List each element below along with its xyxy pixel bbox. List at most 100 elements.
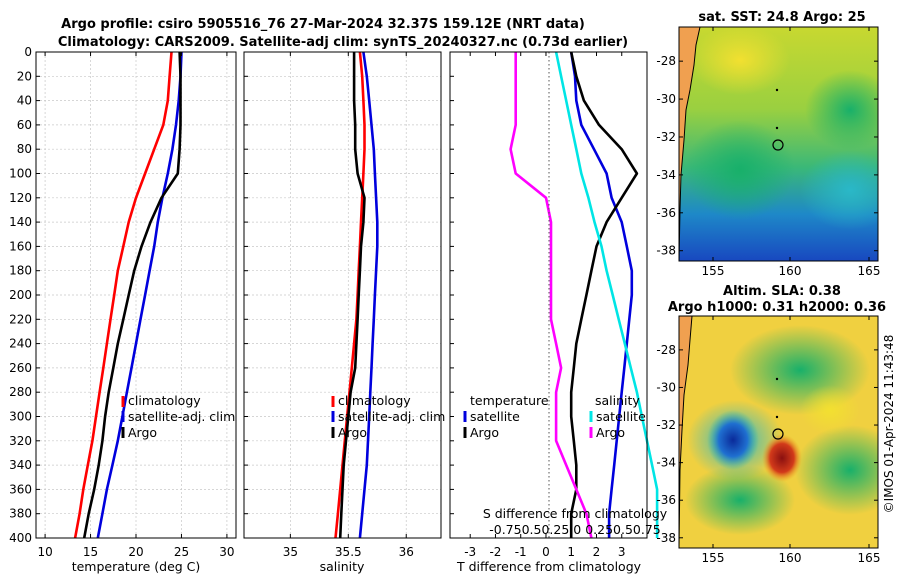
temperature-x-ticks: 10 15 20 25 30: [37, 52, 235, 559]
legend-label-satellite-adj: satellite-adj. clim: [128, 409, 235, 424]
map-lon-label: 165: [858, 264, 881, 278]
sst-map-title: sat. SST: 24.8 Argo: 25: [698, 10, 865, 25]
sla-warm-eddy: [762, 434, 802, 482]
y-tick-label: 100: [9, 167, 32, 181]
y-tick-label: 140: [9, 215, 32, 229]
sla-yellow-patch: [800, 385, 860, 435]
salinity-lines: [334, 51, 379, 539]
legend-label-argo: Argo: [338, 425, 367, 440]
map-lat-label: -38: [656, 531, 676, 545]
argo-position-marker: [772, 428, 784, 440]
y-tick-label: 400: [9, 531, 32, 545]
sst-map-frame: [678, 26, 879, 262]
legend-label-t-argo: Argo: [470, 425, 499, 440]
legend-label-climatology: climatology: [128, 393, 201, 408]
y-tick-label: 160: [9, 239, 32, 253]
y-tick-label: 320: [9, 434, 32, 448]
map-lon-label: 155: [702, 551, 725, 565]
y-tick-label: 240: [9, 337, 32, 351]
salinity-diff-legend: salinity satellite Argo: [589, 393, 646, 440]
sla-map: [679, 316, 878, 548]
map-lat-label: -28: [656, 54, 676, 68]
x-tick-label: 1: [567, 545, 575, 559]
x-tick-label: 3: [618, 545, 626, 559]
y-tick-label: 340: [9, 458, 32, 472]
copyright-stamp: ©IMOS 01-Apr-2024 11:43:48: [882, 335, 896, 514]
difference-lines: [509, 51, 659, 539]
legend-label-t-satellite: satellite: [470, 409, 520, 424]
land: [679, 316, 692, 548]
title-line-1: Argo profile: csiro 5905516_76 27-Mar-20…: [61, 17, 585, 32]
y-tick-label: 200: [9, 288, 32, 302]
map-lat-label: -36: [656, 206, 676, 220]
coastline: [679, 27, 701, 261]
map-lon-label: 160: [779, 264, 802, 278]
legend-heading-temperature: temperature: [470, 393, 549, 408]
x-tick-label: 35.5: [335, 545, 362, 559]
difference-top-x-ticks: -0.750.50.25 0 0.250.50.75: [489, 522, 661, 537]
series-line-temperature-argo: [569, 51, 639, 538]
x-tick-label: 0: [542, 545, 550, 559]
difference-x-ticks: -3 -2 -1 0 1 2 3: [450, 51, 626, 559]
series-line-satellite-adj-clim: [358, 51, 379, 539]
series-line-argo: [338, 52, 366, 539]
y-tick-label: 60: [17, 118, 32, 132]
y-tick-label: 380: [9, 507, 32, 521]
sst-map-ticks: 155 160 165 -28 -30 -32 -34 -36 -38: [656, 27, 880, 278]
x-tick-label: 36: [399, 545, 414, 559]
difference-x-label: T difference from climatology: [456, 559, 642, 574]
temperature-diff-legend: temperature satellite Argo: [463, 393, 549, 440]
legend-heading-salinity: salinity: [595, 393, 640, 408]
sla-map-frame: [678, 315, 879, 549]
y-tick-label: 180: [9, 264, 32, 278]
legend-label-climatology: climatology: [338, 393, 411, 408]
sst-cyan-patch: [800, 150, 878, 230]
sla-green-patch: [685, 465, 795, 535]
salinity-x-ticks: 35 35.5 36: [244, 51, 414, 559]
y-tick-label: 20: [17, 69, 32, 83]
legend-label-satellite-adj: satellite-adj. clim: [338, 409, 445, 424]
series-line-satellite-adj-clim: [96, 51, 183, 539]
legend-label-s-satellite: satellite: [596, 409, 646, 424]
sla-map-title-2: Argo h1000: 0.31 h2000: 0.36: [668, 300, 886, 315]
sla-cold-eddy: [707, 410, 759, 470]
coastline: [679, 316, 693, 548]
temperature-grid: [36, 51, 236, 539]
y-tick-label: 80: [17, 142, 32, 156]
map-lat-label: -30: [656, 380, 676, 394]
argo-track-point: [775, 377, 779, 381]
temperature-y-ticks: 0 20 40 60 80 100 120 140 160 180 200 220 240 260 280 3…: [9, 45, 40, 545]
difference-panel: -3 -2 -1 0 1 2 3 T difference from climatology…: [449, 51, 668, 574]
x-tick-label: -3: [464, 545, 476, 559]
map-lon-label: 165: [858, 551, 881, 565]
y-tick-label: 220: [9, 312, 32, 326]
y-tick-label: 300: [9, 410, 32, 424]
y-tick-label: 120: [9, 191, 32, 205]
series-line-salinity-satellite: [554, 51, 659, 538]
series-line-temperature-satellite: [569, 51, 634, 538]
argo-track-point: [775, 126, 779, 130]
y-tick-label: 0: [24, 45, 32, 59]
sst-green-patch: [805, 70, 878, 150]
x-tick-label: -1: [515, 545, 527, 559]
x-tick-label: 2: [593, 545, 601, 559]
argo-track-point: [775, 415, 779, 419]
salinity-legend: climatology satellite-adj. clim Argo: [331, 393, 445, 440]
map-lat-label: -32: [656, 130, 676, 144]
sst-yellow-patch: [690, 27, 790, 95]
y-tick-label: 260: [9, 361, 32, 375]
temperature-x-label: temperature (deg C): [72, 559, 201, 574]
map-lon-label: 160: [779, 551, 802, 565]
y-tick-label: 280: [9, 385, 32, 399]
x-tick-label: 35: [283, 545, 298, 559]
x-tick-label: 15: [83, 545, 98, 559]
difference-top-x-label: S difference from climatology: [483, 506, 668, 521]
sla-map-title-1: Altim. SLA: 0.38: [723, 284, 841, 299]
temperature-panel: 10 15 20 25 30 0 20 40 60 80 100 120 140 160 180 200 22…: [9, 45, 237, 574]
land: [679, 27, 700, 261]
x-tick-label: 30: [219, 545, 234, 559]
map-lon-label: 155: [702, 264, 725, 278]
map-lat-label: -38: [656, 244, 676, 258]
salinity-panel: 35 35.5 36 salinity climatology satellite-…: [243, 51, 445, 574]
salinity-x-label: salinity: [320, 559, 365, 574]
